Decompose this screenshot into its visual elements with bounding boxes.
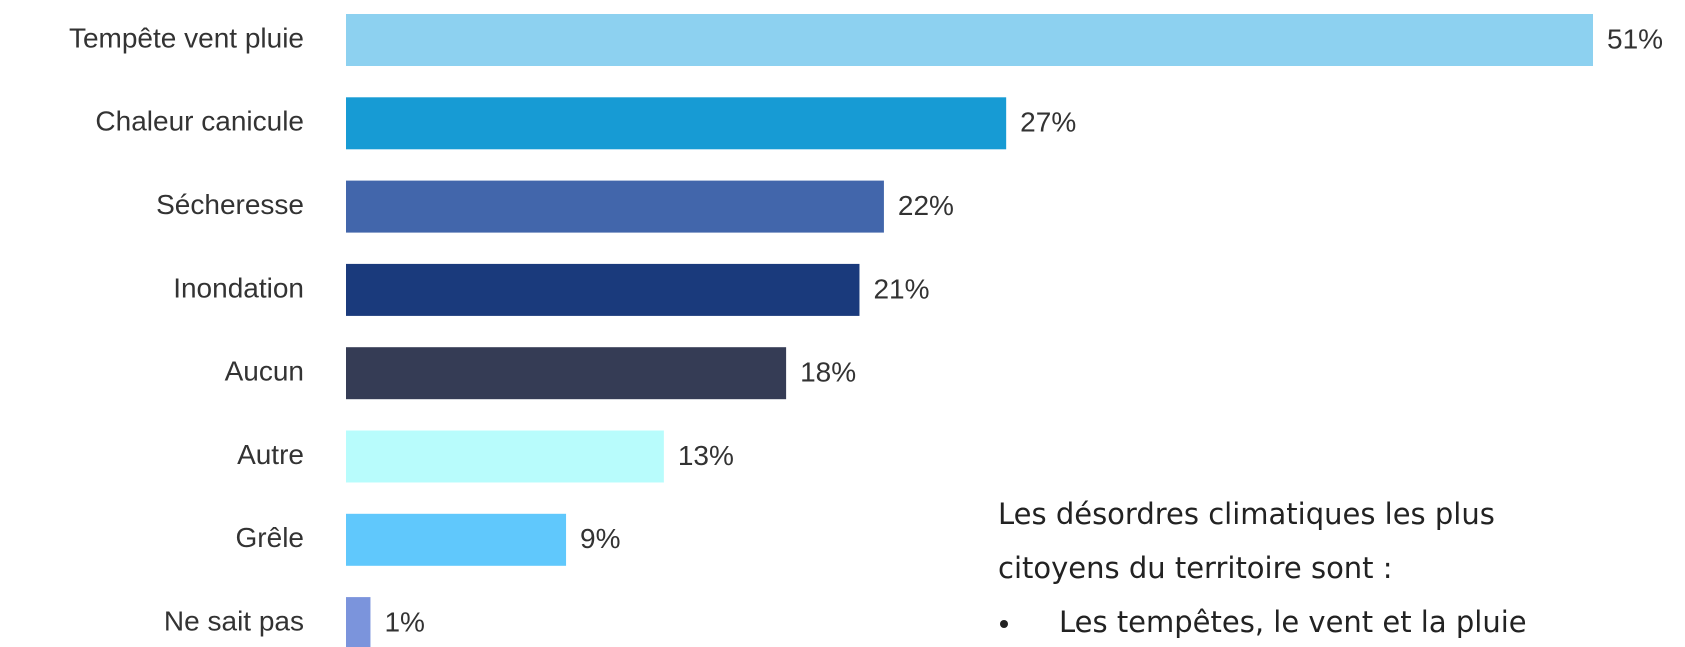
value-label: 22% xyxy=(898,190,954,221)
category-label: Inondation xyxy=(173,272,304,303)
category-label: Aucun xyxy=(225,356,304,387)
bar xyxy=(346,97,1007,150)
bar xyxy=(346,347,787,400)
category-label: Tempête vent pluie xyxy=(69,22,304,53)
bar xyxy=(346,263,860,316)
note-line: citoyens du territoire sont : xyxy=(998,551,1393,585)
bar xyxy=(346,430,664,483)
bar xyxy=(346,180,884,233)
value-label: 13% xyxy=(678,440,734,471)
bullet-dot xyxy=(1000,620,1008,628)
category-label: Sécheresse xyxy=(156,189,304,220)
value-label: 21% xyxy=(873,273,929,304)
bar xyxy=(346,597,371,647)
value-label: 51% xyxy=(1607,23,1663,54)
note-bullet: Les tempêtes, le vent et la pluie xyxy=(1059,605,1527,639)
bar xyxy=(346,513,567,566)
bar xyxy=(346,14,1593,66)
note-line: Les désordres climatiques les plus xyxy=(998,497,1495,531)
category-label: Ne sait pas xyxy=(164,605,304,636)
value-label: 1% xyxy=(384,606,424,637)
value-label: 27% xyxy=(1020,107,1076,138)
value-label: 18% xyxy=(800,357,856,388)
category-label: Autre xyxy=(237,439,304,470)
category-label: Grêle xyxy=(236,522,304,553)
category-label: Chaleur canicule xyxy=(95,106,304,137)
value-label: 9% xyxy=(580,523,620,554)
